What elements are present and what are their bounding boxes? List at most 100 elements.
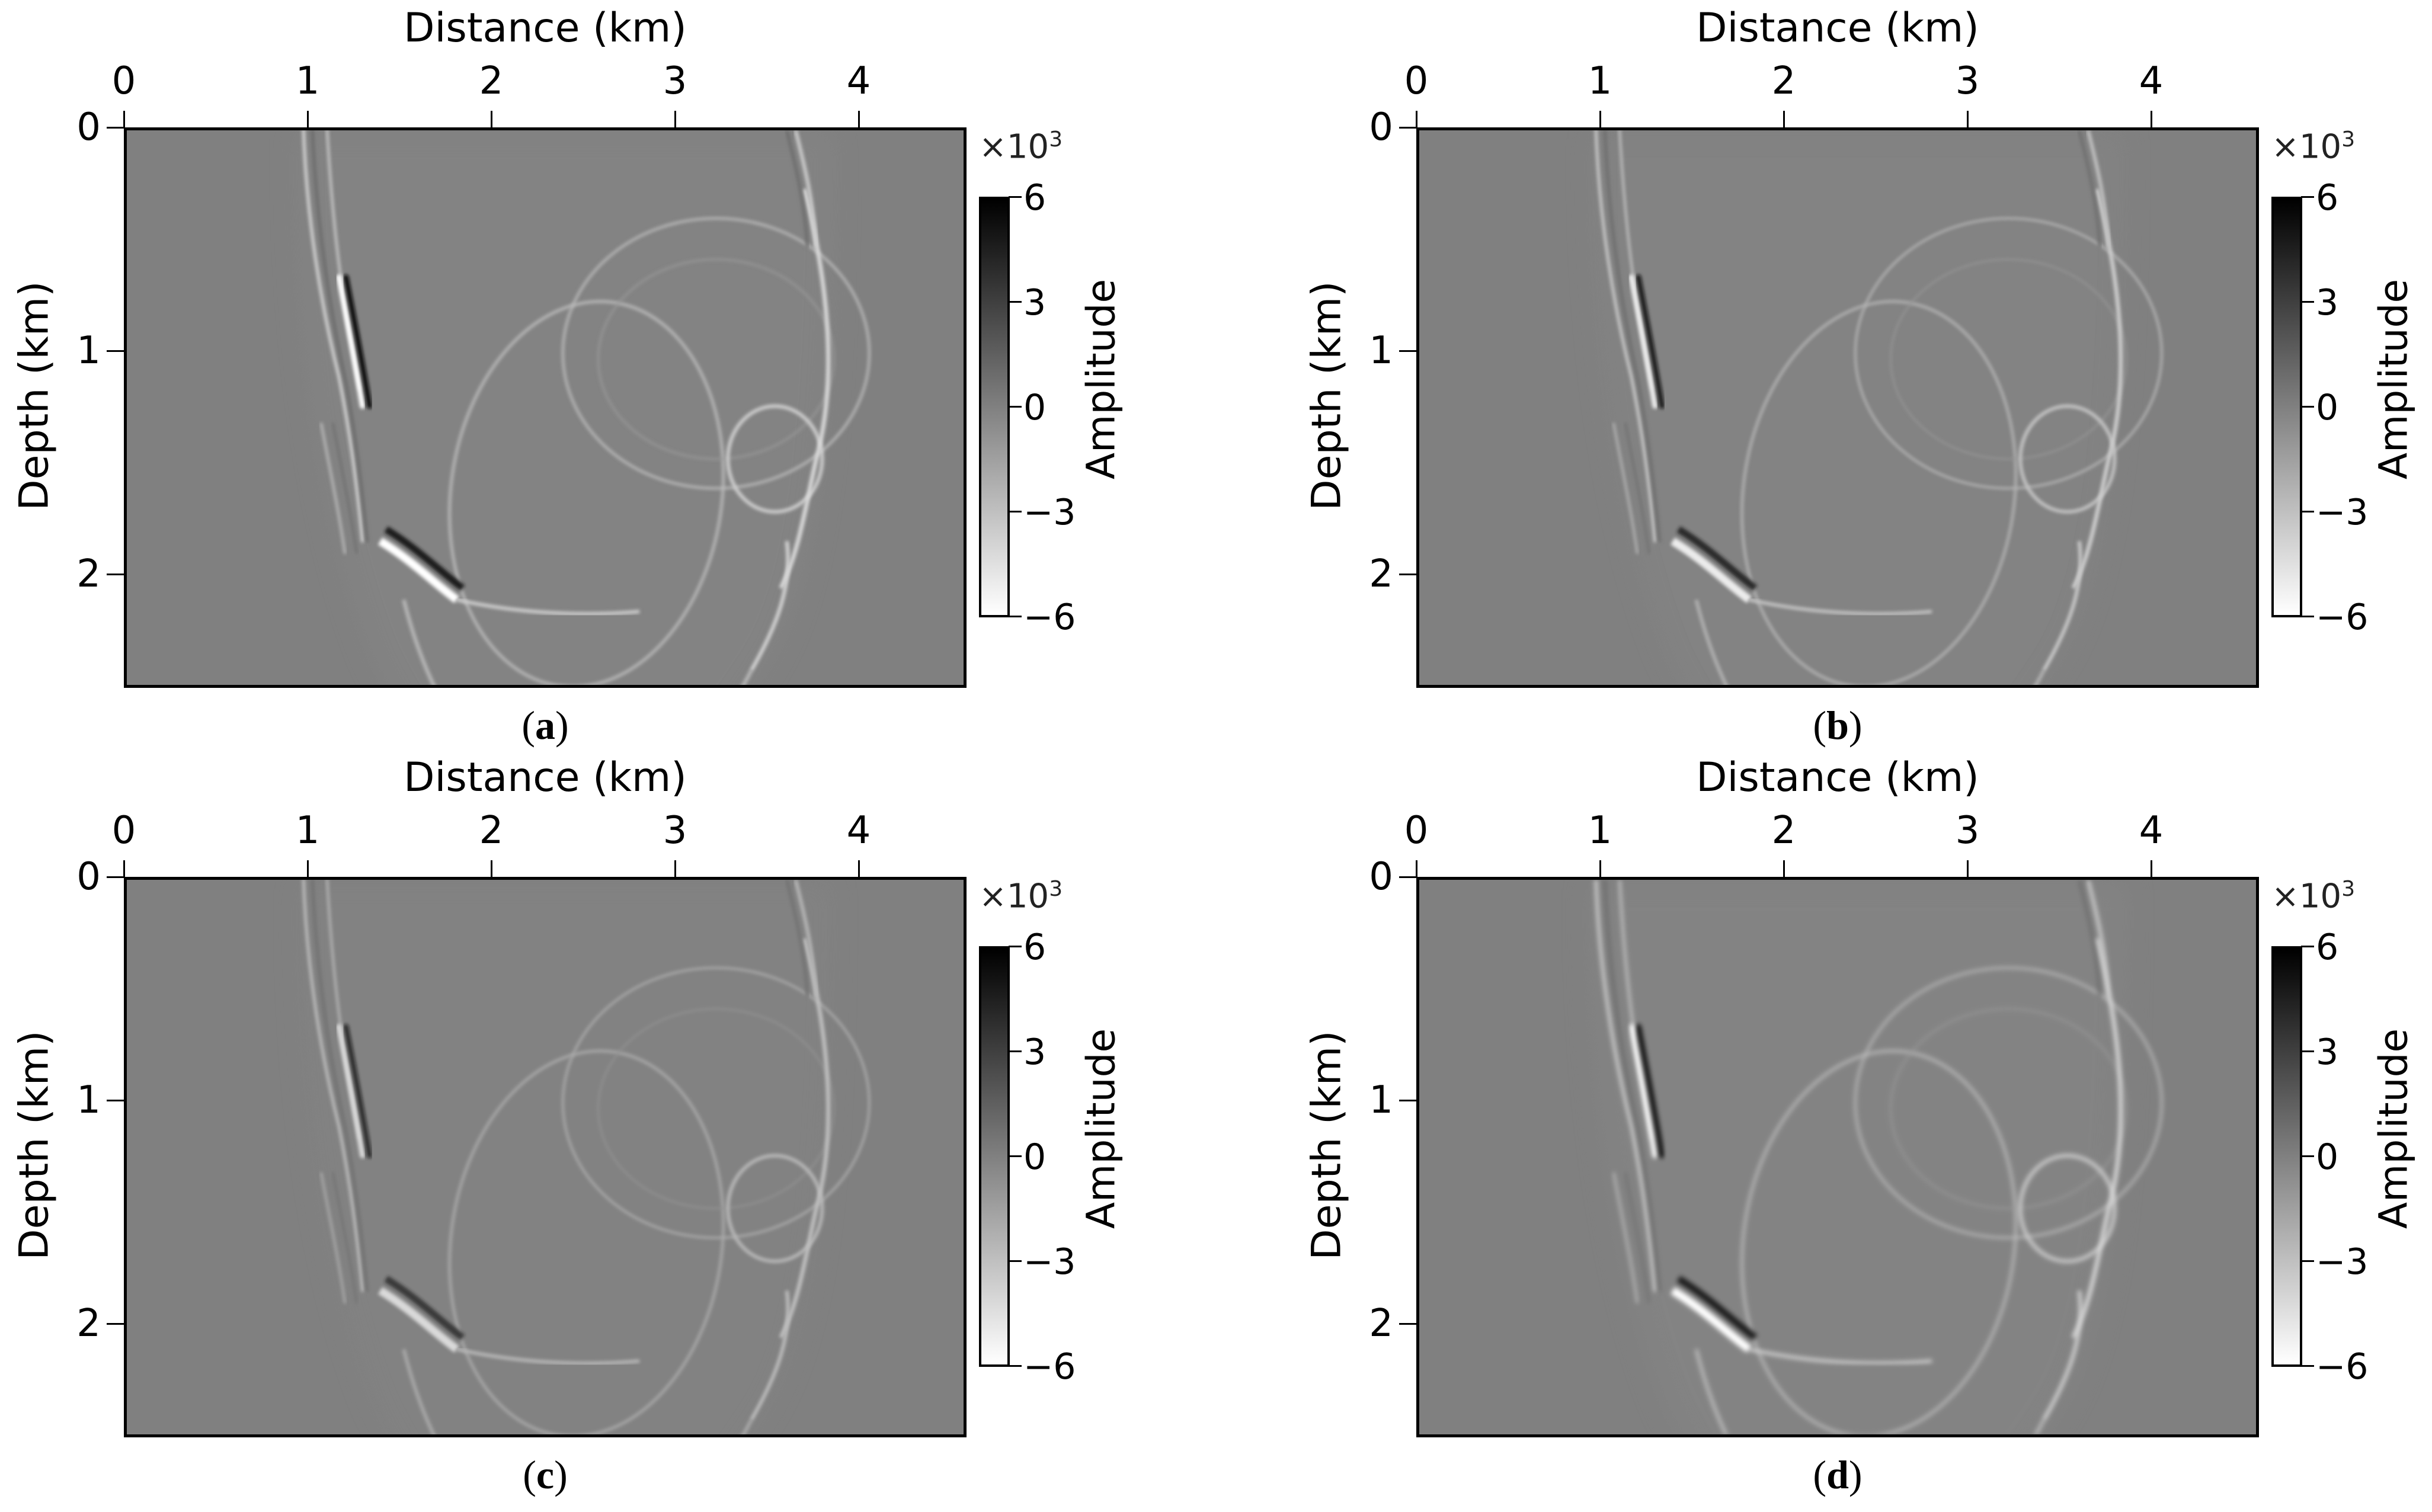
x-tick [1783,111,1785,129]
x-tick [2151,111,2152,129]
x-tick-label: 0 [111,59,136,103]
y-tick-label: 2 [76,1302,101,1346]
y-tick [1399,350,1417,352]
y-tick-label: 0 [76,105,101,149]
x-tick-label: 2 [1771,809,1796,853]
colorbar-tick-label: −6 [2316,597,2369,638]
y-tick-label: 2 [1369,552,1393,596]
colorbar-tick-label: 6 [2316,177,2339,219]
y-tick [1399,876,1417,878]
y-axis-title: Depth (km) [1303,281,1351,511]
y-tick [1399,574,1417,575]
x-tick-label: 3 [1955,59,1980,103]
y-tick-label: 1 [76,329,101,373]
x-tick-label: 2 [479,809,504,853]
x-tick [1967,111,1969,129]
panel-b: Distance (km) 0 1 2 3 4 0 1 2 Depth (km)… [1292,0,2432,756]
panel-d: Distance (km) 0 1 2 3 4 0 1 2 Depth (km)… [1292,749,2432,1505]
panel-c: Distance (km) 0 1 2 3 4 0 1 2 Depth (km)… [0,749,1216,1505]
x-axis-title: Distance (km) [1696,5,1979,52]
colorbar-title: Amplitude [1078,1028,1124,1229]
panel-label: (d) [1813,1452,1863,1497]
y-tick-label: 1 [76,1078,101,1122]
colorbar-tick-label: −3 [2316,492,2369,533]
x-tick [858,111,860,129]
x-tick [1416,111,1417,129]
y-tick [107,574,124,575]
colorbar-exponent: ×103 [2271,127,2356,166]
seismic-image [1416,127,2259,688]
panel-label: (b) [1813,703,1863,748]
x-tick-label: 2 [1771,59,1796,103]
colorbar-tick [1009,1365,1022,1367]
y-tick-label: 0 [1369,105,1393,149]
colorbar-tick [2301,1155,2314,1157]
y-tick [1399,127,1417,129]
colorbar-tick-label: 6 [1023,177,1047,219]
x-tick-label: 1 [1588,809,1612,853]
colorbar-tick-label: −6 [1023,1346,1076,1388]
colorbar-tick-label: −3 [1023,1241,1076,1283]
y-tick [107,350,124,352]
x-tick [2151,860,2152,878]
x-tick-label: 1 [295,809,320,853]
colorbar-tick-label: −6 [1023,597,1076,638]
colorbar-title: Amplitude [2370,278,2417,480]
y-tick [1399,1323,1417,1325]
x-tick [674,860,676,878]
colorbar-tick-label: 6 [1023,927,1047,968]
colorbar-tick-label: 3 [1023,282,1047,323]
colorbar-tick-label: −6 [2316,1346,2369,1388]
colorbar-tick-label: 6 [2316,927,2339,968]
colorbar-tick [1009,616,1022,617]
panel-a: Distance (km) 0 1 2 3 4 0 1 2 Depth (km)… [0,0,1216,756]
x-tick-label: 4 [846,809,871,853]
x-tick [123,111,125,129]
colorbar-tick [2301,1050,2314,1052]
x-tick-label: 3 [663,59,687,103]
colorbar-tick [2301,406,2314,408]
colorbar-tick [1009,301,1022,303]
colorbar-tick [1009,406,1022,408]
colorbar-tick [1009,1050,1022,1052]
x-axis-title: Distance (km) [404,754,687,801]
x-tick-label: 1 [1588,59,1612,103]
colorbar-title: Amplitude [1078,278,1124,480]
x-tick-label: 0 [1404,59,1429,103]
colorbar-tick [1009,1155,1022,1157]
x-tick [1416,860,1417,878]
x-tick [491,111,492,129]
colorbar [979,197,1010,617]
panel-label: (a) [521,703,569,748]
x-tick [123,860,125,878]
x-tick [1599,111,1601,129]
panel-label: (c) [523,1452,568,1497]
x-axis-title: Distance (km) [404,5,687,52]
colorbar-tick [1009,946,1022,947]
colorbar-tick [2301,616,2314,617]
y-tick-label: 1 [1369,1078,1393,1122]
y-tick-label: 0 [1369,855,1393,899]
colorbar-tick-label: 0 [1023,1136,1047,1178]
colorbar [2271,946,2302,1367]
y-tick [107,876,124,878]
x-tick [1599,860,1601,878]
colorbar [2271,197,2302,617]
colorbar-exponent: ×103 [2271,877,2356,916]
colorbar [979,946,1010,1367]
y-tick-label: 0 [76,855,101,899]
y-axis-title: Depth (km) [11,281,58,511]
x-tick [858,860,860,878]
y-tick-label: 2 [76,552,101,596]
y-axis-title: Depth (km) [1303,1030,1351,1260]
x-tick-label: 0 [111,809,136,853]
colorbar-tick-label: 3 [2316,1032,2339,1073]
x-tick [307,111,309,129]
colorbar-title: Amplitude [2370,1028,2417,1229]
colorbar-tick [1009,196,1022,198]
x-tick-label: 0 [1404,809,1429,853]
colorbar-tick [2301,196,2314,198]
x-tick-label: 4 [2139,809,2164,853]
y-tick-label: 2 [1369,1302,1393,1346]
seismic-image [1416,877,2259,1437]
